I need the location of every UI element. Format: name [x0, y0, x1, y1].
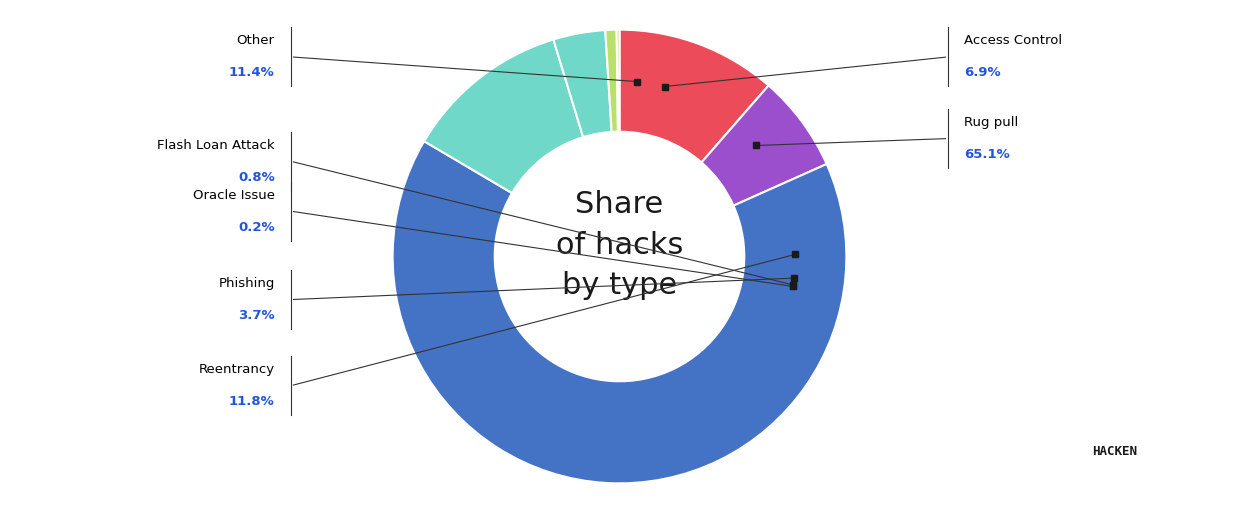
Text: 0.2%: 0.2%	[238, 221, 275, 233]
Text: Reentrancy: Reentrancy	[198, 363, 275, 377]
Wedge shape	[605, 30, 618, 132]
Text: HACKEN: HACKEN	[1093, 445, 1137, 458]
Text: 11.4%: 11.4%	[229, 66, 275, 79]
Text: 6.9%: 6.9%	[964, 66, 1001, 79]
Text: Oracle Issue: Oracle Issue	[192, 189, 275, 202]
Text: 3.7%: 3.7%	[238, 309, 275, 322]
Wedge shape	[393, 141, 846, 483]
Text: Share
of hacks
by type: Share of hacks by type	[556, 190, 683, 300]
Wedge shape	[617, 30, 620, 132]
Wedge shape	[620, 30, 768, 163]
Wedge shape	[424, 40, 584, 193]
Text: 65.1%: 65.1%	[964, 148, 1010, 161]
Wedge shape	[701, 86, 826, 206]
Text: Access Control: Access Control	[964, 34, 1063, 48]
Text: Rug pull: Rug pull	[964, 116, 1018, 129]
Text: Other: Other	[237, 34, 275, 48]
Text: Phishing: Phishing	[218, 277, 275, 290]
Text: Flash Loan Attack: Flash Loan Attack	[157, 139, 275, 152]
Text: 11.8%: 11.8%	[229, 395, 275, 408]
Text: 0.8%: 0.8%	[238, 171, 275, 184]
Wedge shape	[554, 30, 612, 137]
